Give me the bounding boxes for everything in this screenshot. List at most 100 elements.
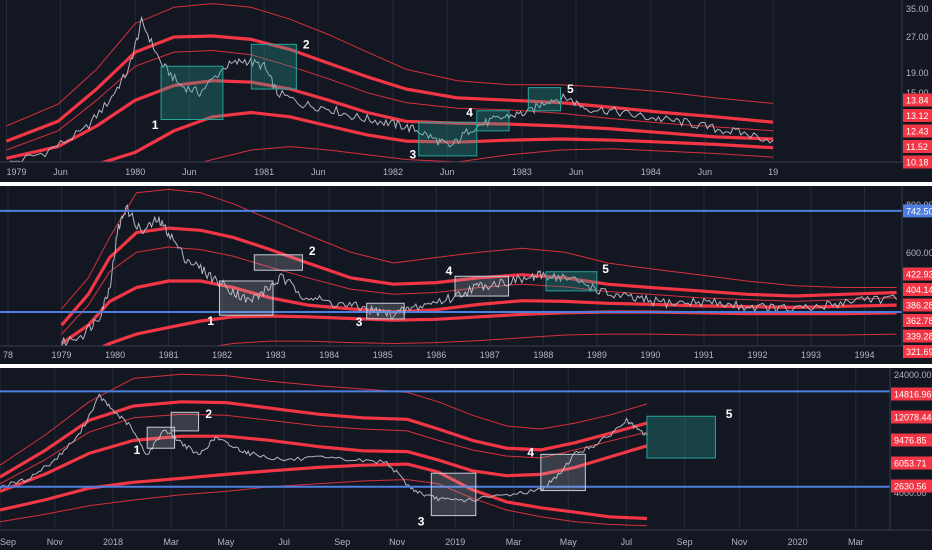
highlight-box-1[interactable] bbox=[146, 426, 176, 449]
y-tick-label: 35.00 bbox=[906, 4, 929, 14]
box-label-3: 3 bbox=[356, 315, 363, 329]
chart-3-svg: 1 2 3 4 5 24000.00 4000.00 14816.96 12078.44 9476… bbox=[0, 368, 932, 547]
y-tick-label: 19.00 bbox=[906, 68, 929, 78]
x-tick-label: 1981 bbox=[159, 350, 179, 360]
band-line-5 bbox=[99, 110, 774, 162]
box-label-3: 3 bbox=[418, 515, 425, 529]
band-line-6 bbox=[213, 333, 897, 346]
box-label-5: 5 bbox=[726, 407, 733, 421]
x-tick-label: Jun bbox=[311, 167, 326, 177]
band-price-tag bbox=[903, 314, 932, 327]
chart-panel-1[interactable]: 1 2 3 4 5 35.00 27.00 19.00 15.00 13.84 13.12 12.43… bbox=[0, 0, 932, 182]
band-price-tag-text: 362.78 bbox=[906, 316, 932, 326]
band-price-tag-text: 13.12 bbox=[906, 111, 929, 121]
band-price-tag-text: 14816.96 bbox=[894, 390, 932, 400]
box-label-1: 1 bbox=[207, 314, 214, 328]
highlight-box-2[interactable] bbox=[170, 411, 200, 432]
highlight-box-4[interactable] bbox=[454, 275, 510, 297]
band-price-tag bbox=[903, 93, 932, 107]
band-price-tag-text: 11.52 bbox=[906, 142, 928, 152]
band-price-tag bbox=[903, 155, 932, 169]
highlight-box-2[interactable] bbox=[250, 43, 297, 90]
box-label-4: 4 bbox=[466, 105, 473, 119]
highlight-box-1[interactable] bbox=[160, 65, 224, 120]
highlight-box-2[interactable] bbox=[253, 254, 303, 271]
band-price-tag bbox=[903, 329, 932, 343]
x-tick-label: 2018 bbox=[103, 537, 123, 547]
band-line-6 bbox=[0, 479, 648, 527]
x-tick-label: 1992 bbox=[747, 350, 767, 360]
x-tick-label: 1979 bbox=[52, 350, 72, 360]
highlight-box-1[interactable] bbox=[218, 280, 274, 316]
x-tick-label: Nov bbox=[389, 537, 406, 547]
band-line-4 bbox=[6, 79, 774, 160]
band-price-tag-text: 9476.85 bbox=[894, 436, 927, 446]
band-price-tag bbox=[903, 267, 932, 281]
x-tick-label: Jul bbox=[278, 537, 290, 547]
x-tick-label: 1983 bbox=[512, 167, 532, 177]
box-label-4: 4 bbox=[446, 264, 453, 278]
highlight-box-5[interactable] bbox=[527, 87, 562, 112]
band-line-1 bbox=[6, 3, 774, 127]
band-line-3 bbox=[0, 413, 648, 485]
x-tick-label: Jun bbox=[182, 167, 197, 177]
x-tick-label: 2019 bbox=[445, 537, 465, 547]
highlight-box-5[interactable] bbox=[646, 415, 716, 459]
highlight-box-3[interactable] bbox=[366, 302, 405, 320]
x-tick-label: 1986 bbox=[426, 350, 446, 360]
price-axis[interactable] bbox=[902, 0, 932, 162]
band-price-tag-text: 2630.56 bbox=[894, 482, 927, 492]
x-tick-label: Jun bbox=[440, 167, 455, 177]
x-tick-label: 1984 bbox=[319, 350, 339, 360]
plot-area bbox=[60, 188, 898, 346]
band-price-tag bbox=[903, 298, 932, 312]
x-tick-label: Sep bbox=[677, 537, 693, 547]
chart-panel-2[interactable]: 12345800.00600.00742.50422.93404.14386.2… bbox=[0, 186, 932, 364]
band-line-2 bbox=[60, 226, 897, 327]
level-price-tag bbox=[903, 204, 932, 218]
x-tick-label: 1981 bbox=[254, 167, 274, 177]
band-line-3 bbox=[61, 246, 897, 335]
highlight-box-5[interactable] bbox=[545, 271, 598, 292]
level-price-tag-text: 742.50 bbox=[906, 206, 932, 216]
box-label-2: 2 bbox=[303, 37, 310, 51]
highlight-box-3[interactable] bbox=[430, 472, 477, 517]
x-tick-label: Jul bbox=[621, 537, 633, 547]
price-line bbox=[61, 204, 898, 346]
highlight-box-4[interactable] bbox=[476, 110, 510, 132]
highlight-box-4[interactable] bbox=[540, 453, 586, 492]
band-price-tag bbox=[891, 410, 932, 424]
band-line-2 bbox=[0, 400, 648, 479]
y-tick-label: 600.00 bbox=[906, 248, 932, 258]
band-price-tag-text: 386.28 bbox=[906, 301, 932, 311]
band-price-tag-text: 10.18 bbox=[906, 158, 929, 168]
box-label-2: 2 bbox=[205, 407, 212, 421]
x-tick-label: 2020 bbox=[788, 537, 808, 547]
plot-area bbox=[0, 373, 648, 527]
x-tick-label: Jun bbox=[698, 167, 713, 177]
plot-area bbox=[5, 3, 774, 162]
x-tick-label: May bbox=[560, 537, 578, 547]
band-price-tag bbox=[891, 433, 932, 447]
x-tick-label: 19 bbox=[768, 167, 778, 177]
box-label-5: 5 bbox=[602, 262, 609, 276]
box-label-1: 1 bbox=[152, 118, 159, 132]
highlight-box-3[interactable] bbox=[418, 121, 478, 157]
x-tick-label: Mar bbox=[506, 537, 522, 547]
band-line-5 bbox=[0, 462, 648, 521]
band-price-tag bbox=[891, 456, 932, 470]
x-tick-label: 1984 bbox=[641, 167, 661, 177]
band-price-tag-text: 422.93 bbox=[906, 270, 932, 280]
x-tick-label: May bbox=[217, 537, 235, 547]
band-line-4 bbox=[0, 434, 648, 493]
box-label-2: 2 bbox=[309, 244, 316, 258]
y-tick-label: 15.00 bbox=[906, 88, 929, 98]
band-price-tag bbox=[903, 345, 932, 358]
band-price-tag-text: 6053.71 bbox=[894, 459, 927, 469]
x-tick-label: Sep bbox=[334, 537, 350, 547]
x-tick-label: Sep bbox=[0, 537, 16, 547]
chart-panel-3[interactable]: 1 2 3 4 5 24000.00 4000.00 14816.96 12078.44 9476… bbox=[0, 368, 932, 550]
y-tick-label: 4000.00 bbox=[894, 488, 927, 498]
band-price-tag-text: 321.69 bbox=[906, 347, 932, 357]
